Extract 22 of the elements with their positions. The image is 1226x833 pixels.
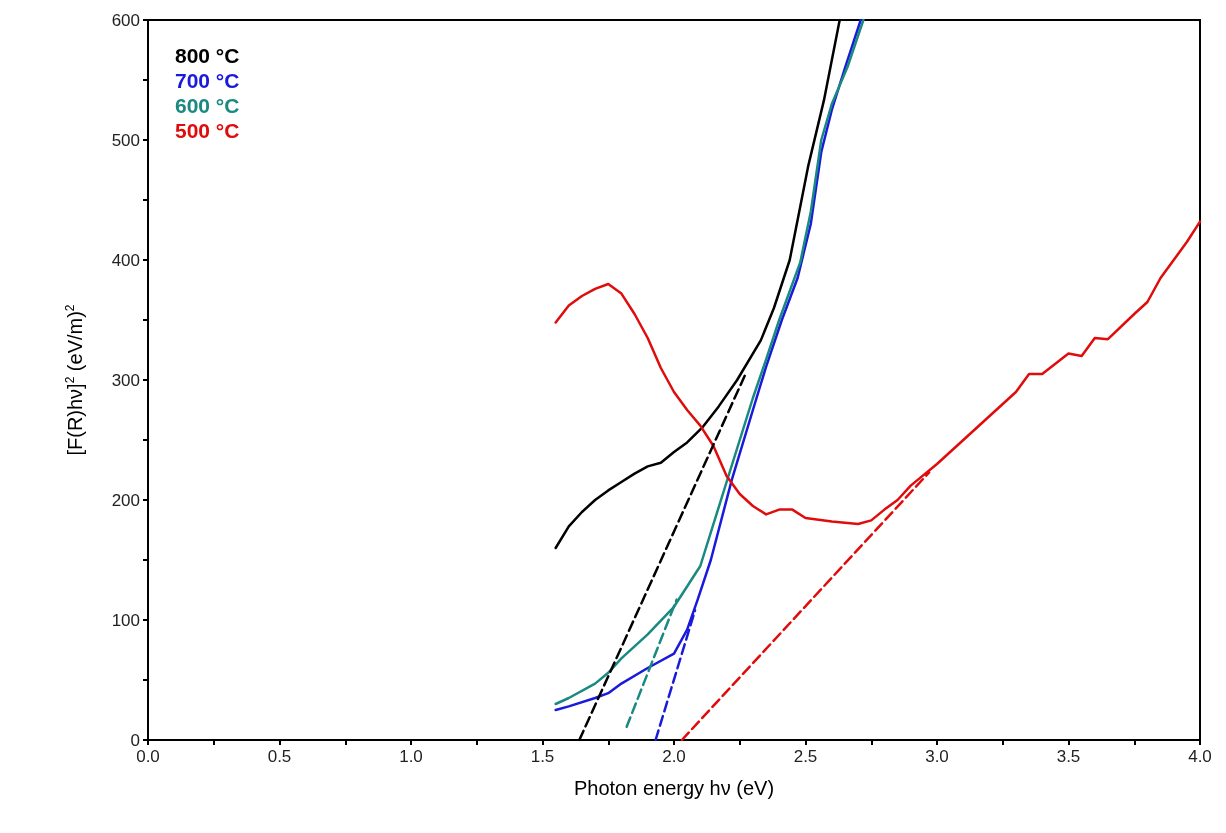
x-tick-label: 1.0 — [399, 747, 423, 766]
x-tick-label: 1.5 — [530, 747, 555, 766]
x-tick-label: 0.5 — [267, 747, 292, 766]
x-tick-label: 3.0 — [925, 747, 949, 766]
x-tick-label: 3.5 — [1056, 747, 1081, 766]
y-tick-label: 0 — [130, 730, 140, 750]
x-axis-title: Photon energy hν (eV) — [573, 777, 775, 799]
text: 600 °C — [175, 94, 240, 117]
x-tick-label: 0.0 — [136, 747, 160, 766]
y-tick-label: 200 — [111, 490, 140, 510]
y-tick-label: 500 — [111, 130, 140, 150]
y-tick-label: 300 — [111, 370, 140, 390]
y-axis-title: [F(R)hν]2 (eV/m)2 — [63, 304, 86, 456]
text: 500 °C — [175, 119, 240, 142]
y-tick-label: 600 — [111, 10, 140, 30]
x-tick-label: 2.5 — [793, 747, 818, 766]
y-tick-label: 400 — [111, 250, 140, 270]
y-tick-label: 100 — [111, 610, 140, 630]
text: 700 °C — [175, 69, 240, 92]
x-tick-label: 2.0 — [662, 747, 686, 766]
x-tick-label: 4.0 — [1188, 747, 1212, 766]
text: 800 °C — [175, 44, 240, 67]
